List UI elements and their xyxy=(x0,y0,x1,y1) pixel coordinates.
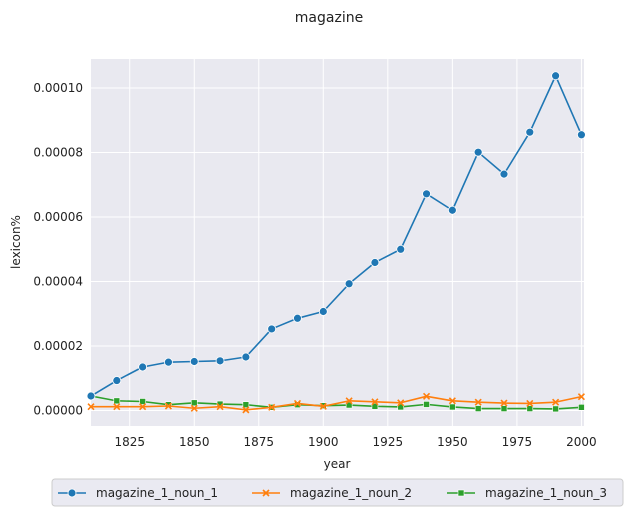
data-point xyxy=(242,401,250,409)
legend-item: magazine_1_noun_1 xyxy=(58,486,218,500)
series-line xyxy=(91,395,582,411)
grid xyxy=(91,59,584,426)
x-tick-label: 1825 xyxy=(114,435,145,449)
data-point xyxy=(112,376,122,385)
data-point xyxy=(578,403,585,411)
data-point xyxy=(371,398,379,406)
data-point xyxy=(165,401,172,409)
data-point xyxy=(371,403,379,410)
data-point xyxy=(345,401,353,409)
data-point xyxy=(526,399,534,407)
data-point xyxy=(139,398,146,405)
data-point xyxy=(242,406,250,414)
data-point xyxy=(87,403,95,411)
data-point xyxy=(189,357,199,366)
y-tick-label: 0.00002 xyxy=(33,339,83,353)
data-point xyxy=(526,405,534,412)
legend-marker xyxy=(67,488,77,498)
data-point xyxy=(268,403,276,411)
data-point xyxy=(423,401,430,408)
series-line xyxy=(90,395,582,410)
data-point xyxy=(293,399,302,407)
data-point xyxy=(319,402,327,410)
data-point xyxy=(241,352,251,362)
y-tick-label: 0.00008 xyxy=(33,146,83,160)
data-point xyxy=(139,403,147,411)
data-point xyxy=(190,399,198,407)
data-point xyxy=(113,403,121,411)
data-point xyxy=(397,403,405,411)
plot-area xyxy=(91,59,584,426)
data-point xyxy=(551,71,561,81)
x-tick-label: 1850 xyxy=(179,435,210,449)
series-magazine_1_noun_2 xyxy=(87,392,585,414)
x-tick-label: 1925 xyxy=(373,435,404,449)
y-tick-label: 0.00006 xyxy=(33,210,83,224)
data-point xyxy=(344,279,354,289)
data-point xyxy=(473,147,483,157)
legend-frame xyxy=(51,478,624,507)
data-point xyxy=(447,205,457,215)
y-axis: 0.00000 0.00002 0.00004 0.00006 0.00008 0.000… xyxy=(33,81,83,417)
data-point xyxy=(190,404,198,412)
data-point xyxy=(500,399,508,407)
data-point xyxy=(422,392,431,400)
data-point xyxy=(293,313,302,323)
data-point xyxy=(396,244,406,254)
data-point xyxy=(164,357,173,367)
legend-marker xyxy=(457,489,465,497)
y-tick-label: 0.00010 xyxy=(33,81,83,95)
x-tick-label: 1900 xyxy=(308,435,339,449)
legend-item: magazine_1_noun_2 xyxy=(252,486,412,500)
data-point xyxy=(294,401,301,409)
data-point xyxy=(500,405,508,412)
data-point xyxy=(267,324,277,334)
series-layer xyxy=(86,71,586,414)
x-tick-label: 1950 xyxy=(437,435,468,449)
x-tick-label: 1875 xyxy=(244,435,275,449)
y-tick-label: 0.00000 xyxy=(33,404,83,418)
data-point xyxy=(86,391,96,401)
data-point xyxy=(345,397,353,405)
data-point xyxy=(552,398,560,406)
data-point xyxy=(448,397,456,405)
data-point xyxy=(422,189,431,199)
data-point xyxy=(525,127,535,137)
data-point xyxy=(215,356,225,366)
data-point xyxy=(318,307,328,316)
data-point xyxy=(474,398,482,406)
legend-item: magazine_1_noun_3 xyxy=(447,486,607,500)
legend-label: magazine_1_noun_2 xyxy=(290,486,412,500)
data-point xyxy=(138,362,148,372)
data-point xyxy=(577,130,586,140)
x-axis-title: year xyxy=(324,457,351,471)
legend-label: magazine_1_noun_1 xyxy=(96,486,218,500)
legend: magazine_1_noun_1 magazine_1_noun_2 magazi… xyxy=(51,478,624,507)
y-axis-title: lexicon% xyxy=(9,215,23,269)
data-point xyxy=(164,402,173,410)
x-axis: 1825 1850 1875 1900 1925 1950 1975 2000 xyxy=(114,435,596,449)
series-magazine_1_noun_1 xyxy=(86,71,586,401)
chart-title: magazine xyxy=(295,10,363,26)
legend-marker xyxy=(262,489,270,497)
data-point xyxy=(499,169,509,179)
x-tick-label: 2000 xyxy=(566,435,597,449)
data-point xyxy=(552,405,559,413)
data-point xyxy=(113,397,121,405)
y-tick-label: 0.00004 xyxy=(33,275,83,289)
legend-label: magazine_1_noun_3 xyxy=(485,486,607,500)
data-point xyxy=(449,403,456,411)
data-point xyxy=(474,405,482,412)
data-point xyxy=(577,393,585,401)
data-point xyxy=(216,403,224,411)
data-point xyxy=(397,399,405,407)
data-point xyxy=(370,258,380,267)
x-tick-label: 1975 xyxy=(502,435,533,449)
